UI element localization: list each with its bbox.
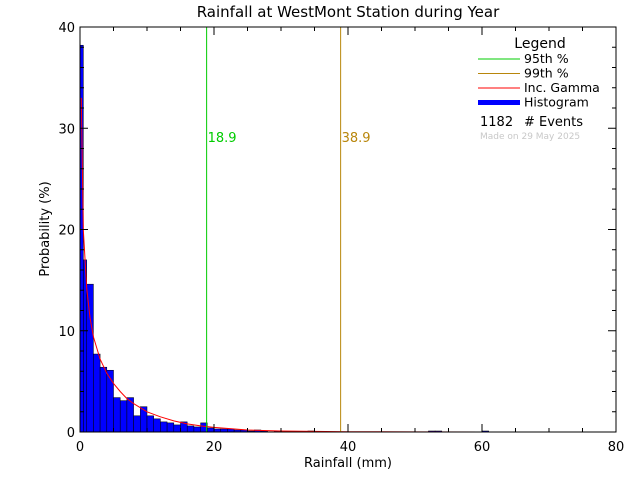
histogram-bar (119, 400, 128, 433)
histogram-bar (99, 366, 108, 433)
y-tick-label: 30 (58, 122, 75, 137)
axis-ticks: 0 20 40 60 80 0 10 20 30 40 (58, 21, 624, 455)
histogram-bar (193, 426, 201, 433)
legend-events-count: 1182 (480, 115, 513, 130)
percentile-label-95: 18.9 (208, 131, 237, 146)
x-tick-label: 80 (608, 440, 625, 455)
histogram-bar (93, 353, 101, 433)
percentile-lines: 18.9 38.9 (206, 27, 371, 432)
histogram-bar (207, 427, 215, 433)
y-tick-label: 0 (67, 426, 75, 441)
histogram-bar (166, 422, 175, 433)
gamma-curve-layer (80, 97, 616, 433)
histogram-bar (160, 421, 168, 433)
legend-entry-label: Histogram (524, 95, 589, 110)
histogram-bar (133, 415, 141, 433)
y-axis-label: Probability (%) (38, 181, 53, 276)
histogram-bar (146, 415, 154, 433)
histogram-bar (106, 369, 114, 433)
x-tick-label: 20 (206, 440, 223, 455)
histogram-bar (153, 418, 161, 433)
histogram-bar (173, 424, 181, 433)
x-tick-label: 0 (76, 440, 84, 455)
y-tick-label: 20 (58, 224, 75, 239)
percentile-label-99: 38.9 (342, 131, 371, 146)
histogram-bar (140, 406, 148, 433)
legend-entry-label: 99th % (524, 66, 569, 81)
y-tick-label: 10 (58, 325, 75, 340)
chart-title: Rainfall at WestMont Station during Year (197, 3, 500, 21)
x-axis-label: Rainfall (mm) (304, 456, 392, 471)
legend-entry-label: Inc. Gamma (524, 80, 600, 95)
legend-events-label: # Events (524, 115, 583, 130)
histogram-bar (186, 425, 195, 433)
made-on-note: Made on 29 May 2025 (480, 132, 580, 142)
legend-title: Legend (514, 36, 565, 52)
y-tick-label: 40 (58, 21, 75, 36)
x-tick-label: 60 (474, 440, 491, 455)
x-tick-label: 40 (340, 440, 357, 455)
histogram-bar (113, 397, 121, 433)
gamma-curve (80, 97, 616, 433)
histogram-bar (86, 283, 94, 433)
legend-entry-label: 95th % (524, 51, 569, 66)
